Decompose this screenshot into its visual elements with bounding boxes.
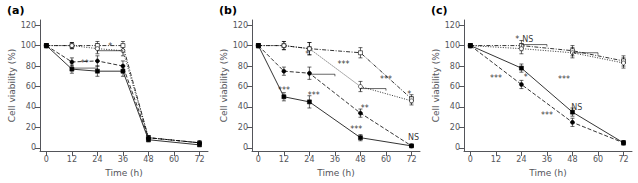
svg-text:*: * [108, 42, 112, 51]
svg-text:***: *** [308, 91, 320, 100]
svg-text:20: 20 [238, 123, 248, 132]
svg-text:20: 20 [450, 123, 460, 132]
svg-text:120: 120 [21, 21, 36, 30]
svg-text:12: 12 [491, 155, 501, 164]
svg-text:40: 40 [238, 102, 248, 111]
svg-text:24: 24 [92, 155, 102, 164]
svg-text:(a): (a) [7, 4, 24, 17]
svg-text:0: 0 [256, 155, 261, 164]
svg-text:60: 60 [593, 155, 603, 164]
svg-text:Time (h): Time (h) [104, 168, 143, 178]
svg-text:(c): (c) [431, 4, 448, 17]
svg-text:0: 0 [31, 143, 36, 152]
svg-text:*: * [524, 73, 528, 82]
svg-text:80: 80 [26, 62, 36, 71]
svg-text:Cell viability (%): Cell viability (%) [219, 49, 229, 123]
svg-text:120: 120 [233, 21, 248, 30]
svg-text:(b): (b) [219, 4, 237, 17]
svg-text:60: 60 [450, 82, 460, 91]
svg-text:100: 100 [445, 41, 460, 50]
svg-text:0: 0 [455, 143, 460, 152]
svg-text:36: 36 [118, 155, 128, 164]
svg-text:40: 40 [450, 102, 460, 111]
svg-text:72: 72 [406, 155, 416, 164]
svg-text:120: 120 [445, 21, 460, 30]
svg-text:60: 60 [238, 82, 248, 91]
svg-text:36: 36 [330, 155, 340, 164]
svg-text:40: 40 [26, 102, 36, 111]
svg-text:*: * [305, 50, 309, 59]
svg-text:48: 48 [143, 155, 153, 164]
svg-text:***: *** [278, 86, 290, 95]
svg-text:***: *** [490, 74, 502, 83]
svg-text:**: ** [81, 59, 89, 68]
svg-text:0: 0 [44, 155, 49, 164]
svg-text:48: 48 [567, 155, 577, 164]
svg-text:***: *** [350, 125, 362, 134]
svg-text:NS: NS [571, 103, 582, 112]
svg-text:48: 48 [355, 155, 365, 164]
svg-text:**: ** [361, 104, 369, 113]
svg-text:24: 24 [516, 155, 526, 164]
svg-text:***: *** [380, 75, 392, 84]
svg-text:60: 60 [169, 155, 179, 164]
svg-text:*: * [515, 35, 519, 44]
svg-text:36: 36 [542, 155, 552, 164]
svg-text:0: 0 [243, 143, 248, 152]
svg-text:Time (h): Time (h) [528, 168, 567, 178]
svg-text:0: 0 [468, 155, 473, 164]
svg-text:Cell viability (%): Cell viability (%) [431, 49, 441, 123]
svg-text:80: 80 [450, 62, 460, 71]
svg-text:*: * [407, 90, 411, 99]
svg-text:Cell viability (%): Cell viability (%) [7, 49, 17, 123]
svg-text:60: 60 [381, 155, 391, 164]
svg-text:80: 80 [238, 62, 248, 71]
svg-text:***: *** [558, 75, 570, 84]
svg-text:20: 20 [26, 123, 36, 132]
svg-text:60: 60 [26, 82, 36, 91]
svg-text:100: 100 [21, 41, 36, 50]
svg-text:NS: NS [522, 35, 533, 44]
svg-text:NS: NS [408, 133, 419, 142]
svg-text:***: *** [337, 60, 349, 69]
svg-text:Time (h): Time (h) [316, 168, 355, 178]
svg-text:12: 12 [67, 155, 77, 164]
svg-text:72: 72 [194, 155, 204, 164]
svg-text:24: 24 [304, 155, 314, 164]
svg-text:100: 100 [233, 41, 248, 50]
svg-text:12: 12 [279, 155, 289, 164]
svg-text:***: *** [541, 111, 553, 120]
svg-text:72: 72 [618, 155, 628, 164]
